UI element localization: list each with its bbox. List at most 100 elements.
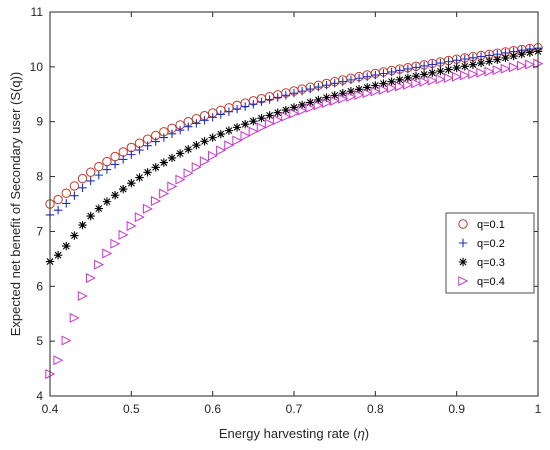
data-point-q=0.2: [273, 93, 282, 102]
data-point-q=0.2: [322, 80, 331, 90]
data-point-q=0.2: [257, 97, 266, 107]
data-point-q=0.3: [436, 66, 445, 76]
data-point-q=0.4: [305, 102, 316, 113]
data-point-q=0.4: [354, 90, 365, 101]
data-point-q=0.3: [297, 100, 307, 110]
data-point-q=0.4: [183, 168, 194, 179]
data-point-q=0.4: [207, 150, 218, 161]
legend-item-q=0.2: q=0.2: [458, 238, 505, 250]
data-point-q=0.1: [77, 173, 88, 184]
data-point-q=0.4: [517, 60, 528, 71]
data-point-q=0.3: [257, 114, 266, 123]
data-point-q=0.2: [151, 137, 160, 146]
data-point-q=0.4: [118, 229, 129, 240]
data-point-q=0.3: [265, 111, 274, 120]
data-point-q=0.4: [451, 71, 462, 82]
data-point-q=0.4: [77, 290, 88, 301]
data-point-q=0.3: [363, 83, 372, 92]
data-point-q=0.3: [70, 231, 79, 240]
data-point-q=0.4: [395, 81, 406, 92]
data-point-q=0.4: [191, 162, 202, 173]
legend-box: [445, 212, 535, 294]
data-point-q=0.4: [321, 98, 332, 109]
data-point-q=0.3: [119, 184, 128, 194]
data-point-q=0.2: [314, 82, 323, 92]
data-point-q=0.4: [216, 145, 227, 156]
data-point-q=0.2: [379, 69, 388, 78]
data-point-q=0.3: [338, 89, 347, 98]
data-point-q=0.3: [62, 241, 71, 251]
data-point-q=0.3: [110, 190, 120, 200]
data-point-q=0.3: [468, 60, 478, 69]
data-point-q=0.3: [485, 57, 494, 66]
data-point-q=0.4: [468, 69, 479, 80]
data-marks: [45, 42, 544, 380]
data-point-q=0.4: [264, 118, 275, 129]
data-point-q=0.2: [78, 183, 87, 193]
legend: q=0.1 q=0.2 q=0.3 q=0.4: [445, 212, 535, 294]
data-point-q=0.2: [70, 191, 79, 200]
data-point-q=0.3: [346, 87, 356, 96]
data-point-q=0.4: [484, 66, 495, 77]
data-point-q=0.2: [297, 86, 307, 96]
data-point-q=0.2: [135, 145, 144, 155]
data-point-q=0.4: [142, 203, 153, 214]
data-point-q=0.3: [501, 53, 510, 63]
data-point-q=0.4: [435, 74, 446, 85]
series-q=0.4: [45, 58, 544, 380]
data-point-q=0.4: [297, 105, 308, 116]
data-point-q=0.4: [492, 65, 503, 76]
data-point-q=0.3: [175, 149, 185, 158]
data-point-q=0.2: [411, 63, 421, 72]
data-point-q=0.2: [241, 102, 250, 111]
data-point-q=0.4: [281, 111, 292, 122]
data-point-q=0.2: [281, 91, 291, 100]
data-point-q=0.3: [102, 197, 112, 206]
legend-marker: [458, 275, 469, 287]
data-point-q=0.2: [94, 170, 103, 180]
data-point-q=0.2: [216, 110, 225, 119]
data-point-q=0.3: [428, 68, 437, 78]
data-point-q=0.3: [306, 98, 315, 107]
data-point-q=0.3: [94, 204, 103, 213]
data-point-q=0.1: [69, 181, 80, 191]
data-point-q=0.3: [224, 126, 234, 135]
data-point-q=0.3: [395, 75, 404, 85]
y-tick-label: 6: [36, 279, 43, 293]
data-point-q=0.3: [444, 65, 453, 74]
data-point-q=0.4: [94, 259, 105, 270]
data-point-q=0.4: [175, 174, 186, 185]
data-point-q=0.2: [208, 113, 217, 122]
data-point-q=0.2: [460, 54, 469, 64]
data-point-q=0.4: [110, 238, 121, 249]
data-point-q=0.4: [525, 59, 536, 70]
data-point-q=0.1: [85, 167, 96, 177]
data-point-q=0.3: [354, 85, 364, 94]
data-point-q=0.1: [53, 194, 63, 205]
data-point-q=0.3: [151, 163, 160, 172]
y-tick-label: 4: [36, 389, 43, 403]
data-point-q=0.4: [427, 75, 438, 86]
data-point-q=0.4: [102, 248, 113, 259]
data-point-q=0.3: [476, 58, 486, 68]
data-point-q=0.4: [500, 63, 511, 74]
legend-item-q=0.3: q=0.3: [458, 257, 505, 269]
data-point-q=0.3: [330, 91, 339, 100]
y-tick-label: 8: [36, 170, 43, 184]
legend-marker: [458, 238, 468, 248]
y-tick-label: 7: [36, 224, 43, 238]
data-point-q=0.4: [248, 126, 259, 137]
legend-marker: [458, 257, 468, 267]
data-point-q=0.4: [329, 95, 340, 106]
x-tick-label: 0.8: [367, 402, 384, 416]
data-point-q=0.4: [224, 140, 235, 151]
data-point-q=0.3: [419, 70, 429, 79]
data-point-q=0.3: [281, 105, 291, 115]
data-point-q=0.3: [184, 145, 193, 154]
legend-label: q=0.2: [477, 238, 505, 250]
data-point-q=0.3: [314, 95, 323, 105]
data-point-q=0.4: [61, 335, 72, 346]
x-tick-label: 0.9: [448, 402, 465, 416]
y-axis-label: Expected net benefit of Secondary user (…: [8, 72, 23, 336]
data-point-q=0.3: [192, 141, 201, 150]
